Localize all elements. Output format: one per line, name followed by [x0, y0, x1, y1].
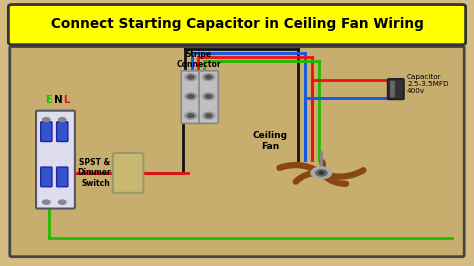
FancyBboxPatch shape	[199, 71, 218, 123]
Text: N: N	[54, 95, 63, 105]
Text: Capacitor
2.5-3.5MFD
400v: Capacitor 2.5-3.5MFD 400v	[407, 74, 449, 94]
FancyBboxPatch shape	[56, 167, 68, 187]
Circle shape	[185, 112, 197, 119]
Circle shape	[316, 170, 327, 176]
Circle shape	[202, 93, 215, 100]
FancyBboxPatch shape	[388, 79, 404, 99]
Circle shape	[43, 118, 50, 122]
Circle shape	[205, 75, 212, 79]
Circle shape	[58, 118, 66, 122]
Text: Ceiling
Fan: Ceiling Fan	[252, 131, 287, 151]
Text: SPST &
Dimmer
Switch: SPST & Dimmer Switch	[77, 158, 110, 188]
FancyBboxPatch shape	[41, 167, 52, 187]
Circle shape	[205, 95, 212, 98]
FancyBboxPatch shape	[390, 81, 395, 97]
Circle shape	[188, 114, 194, 118]
Circle shape	[185, 74, 197, 81]
Circle shape	[185, 93, 197, 100]
FancyBboxPatch shape	[36, 111, 75, 209]
Circle shape	[58, 200, 66, 204]
FancyBboxPatch shape	[9, 5, 465, 45]
Circle shape	[319, 172, 324, 174]
Circle shape	[311, 167, 332, 179]
FancyBboxPatch shape	[56, 122, 68, 142]
Circle shape	[43, 200, 50, 204]
Circle shape	[188, 95, 194, 98]
FancyBboxPatch shape	[10, 47, 464, 257]
FancyBboxPatch shape	[181, 71, 201, 123]
Circle shape	[188, 75, 194, 79]
Circle shape	[202, 112, 215, 119]
Text: E: E	[46, 95, 52, 105]
Text: L: L	[63, 95, 69, 105]
Circle shape	[205, 114, 212, 118]
Circle shape	[202, 74, 215, 81]
Text: Connect Starting Capacitor in Ceiling Fan Wiring: Connect Starting Capacitor in Ceiling Fa…	[51, 18, 423, 31]
FancyBboxPatch shape	[113, 153, 143, 193]
FancyBboxPatch shape	[41, 122, 52, 142]
Text: Stripe
Connector: Stripe Connector	[176, 50, 221, 69]
